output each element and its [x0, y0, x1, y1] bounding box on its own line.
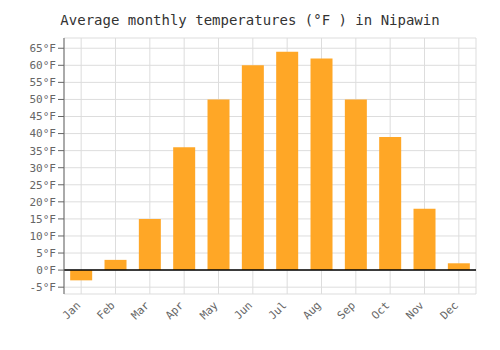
svg-text:40°F: 40°F: [30, 127, 57, 140]
svg-text:45°F: 45°F: [30, 110, 57, 123]
svg-text:Aug: Aug: [300, 299, 323, 322]
html-text:Average monthly temperatures (: Average monthly temperatures (°F ) in Ni…: [60, 12, 440, 28]
svg-text:Dec: Dec: [438, 299, 461, 322]
svg-text:55°F: 55°F: [30, 76, 57, 89]
svg-text:Jul: Jul: [266, 299, 289, 322]
svg-text:50°F: 50°F: [30, 93, 57, 106]
svg-text:May: May: [197, 299, 221, 323]
svg-text:30°F: 30°F: [30, 162, 57, 175]
svg-text:65°F: 65°F: [30, 42, 57, 55]
svg-text:10°F: 10°F: [30, 230, 57, 243]
svg-text:0°F: 0°F: [36, 264, 56, 277]
svg-text:Oct: Oct: [369, 299, 392, 322]
svg-text:Mar: Mar: [129, 299, 153, 323]
svg-text:20°F: 20°F: [30, 196, 57, 209]
svg-text:25°F: 25°F: [30, 179, 57, 192]
svg-text:Jun: Jun: [232, 299, 255, 322]
svg-text:5°F: 5°F: [36, 247, 56, 260]
svg-text:Apr: Apr: [163, 299, 187, 323]
svg-text:15°F: 15°F: [30, 213, 57, 226]
svg-text:Jan: Jan: [60, 299, 83, 322]
svg-text:60°F: 60°F: [30, 59, 57, 72]
svg-text:Sep: Sep: [335, 299, 358, 322]
svg-text:Nov: Nov: [403, 299, 427, 323]
svg-text:-5°F: -5°F: [30, 281, 57, 294]
svg-text:Feb: Feb: [94, 299, 117, 322]
svg-text:35°F: 35°F: [30, 145, 57, 158]
